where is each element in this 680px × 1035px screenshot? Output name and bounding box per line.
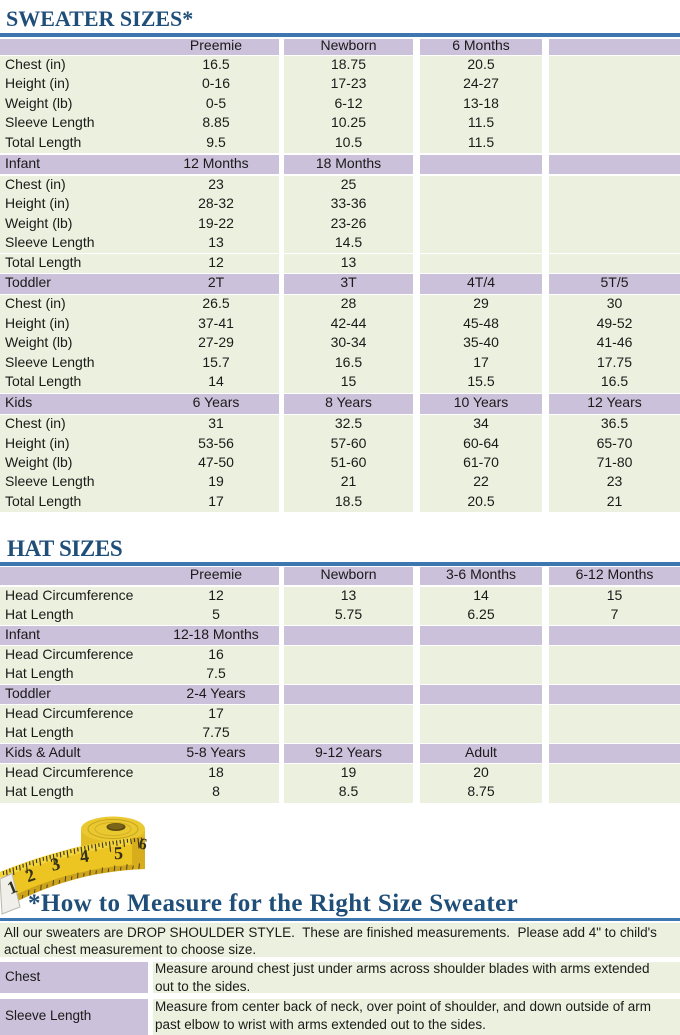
svg-text:4: 4 [79, 846, 91, 867]
svg-text:6: 6 [137, 836, 148, 854]
svg-text:5: 5 [113, 843, 123, 863]
